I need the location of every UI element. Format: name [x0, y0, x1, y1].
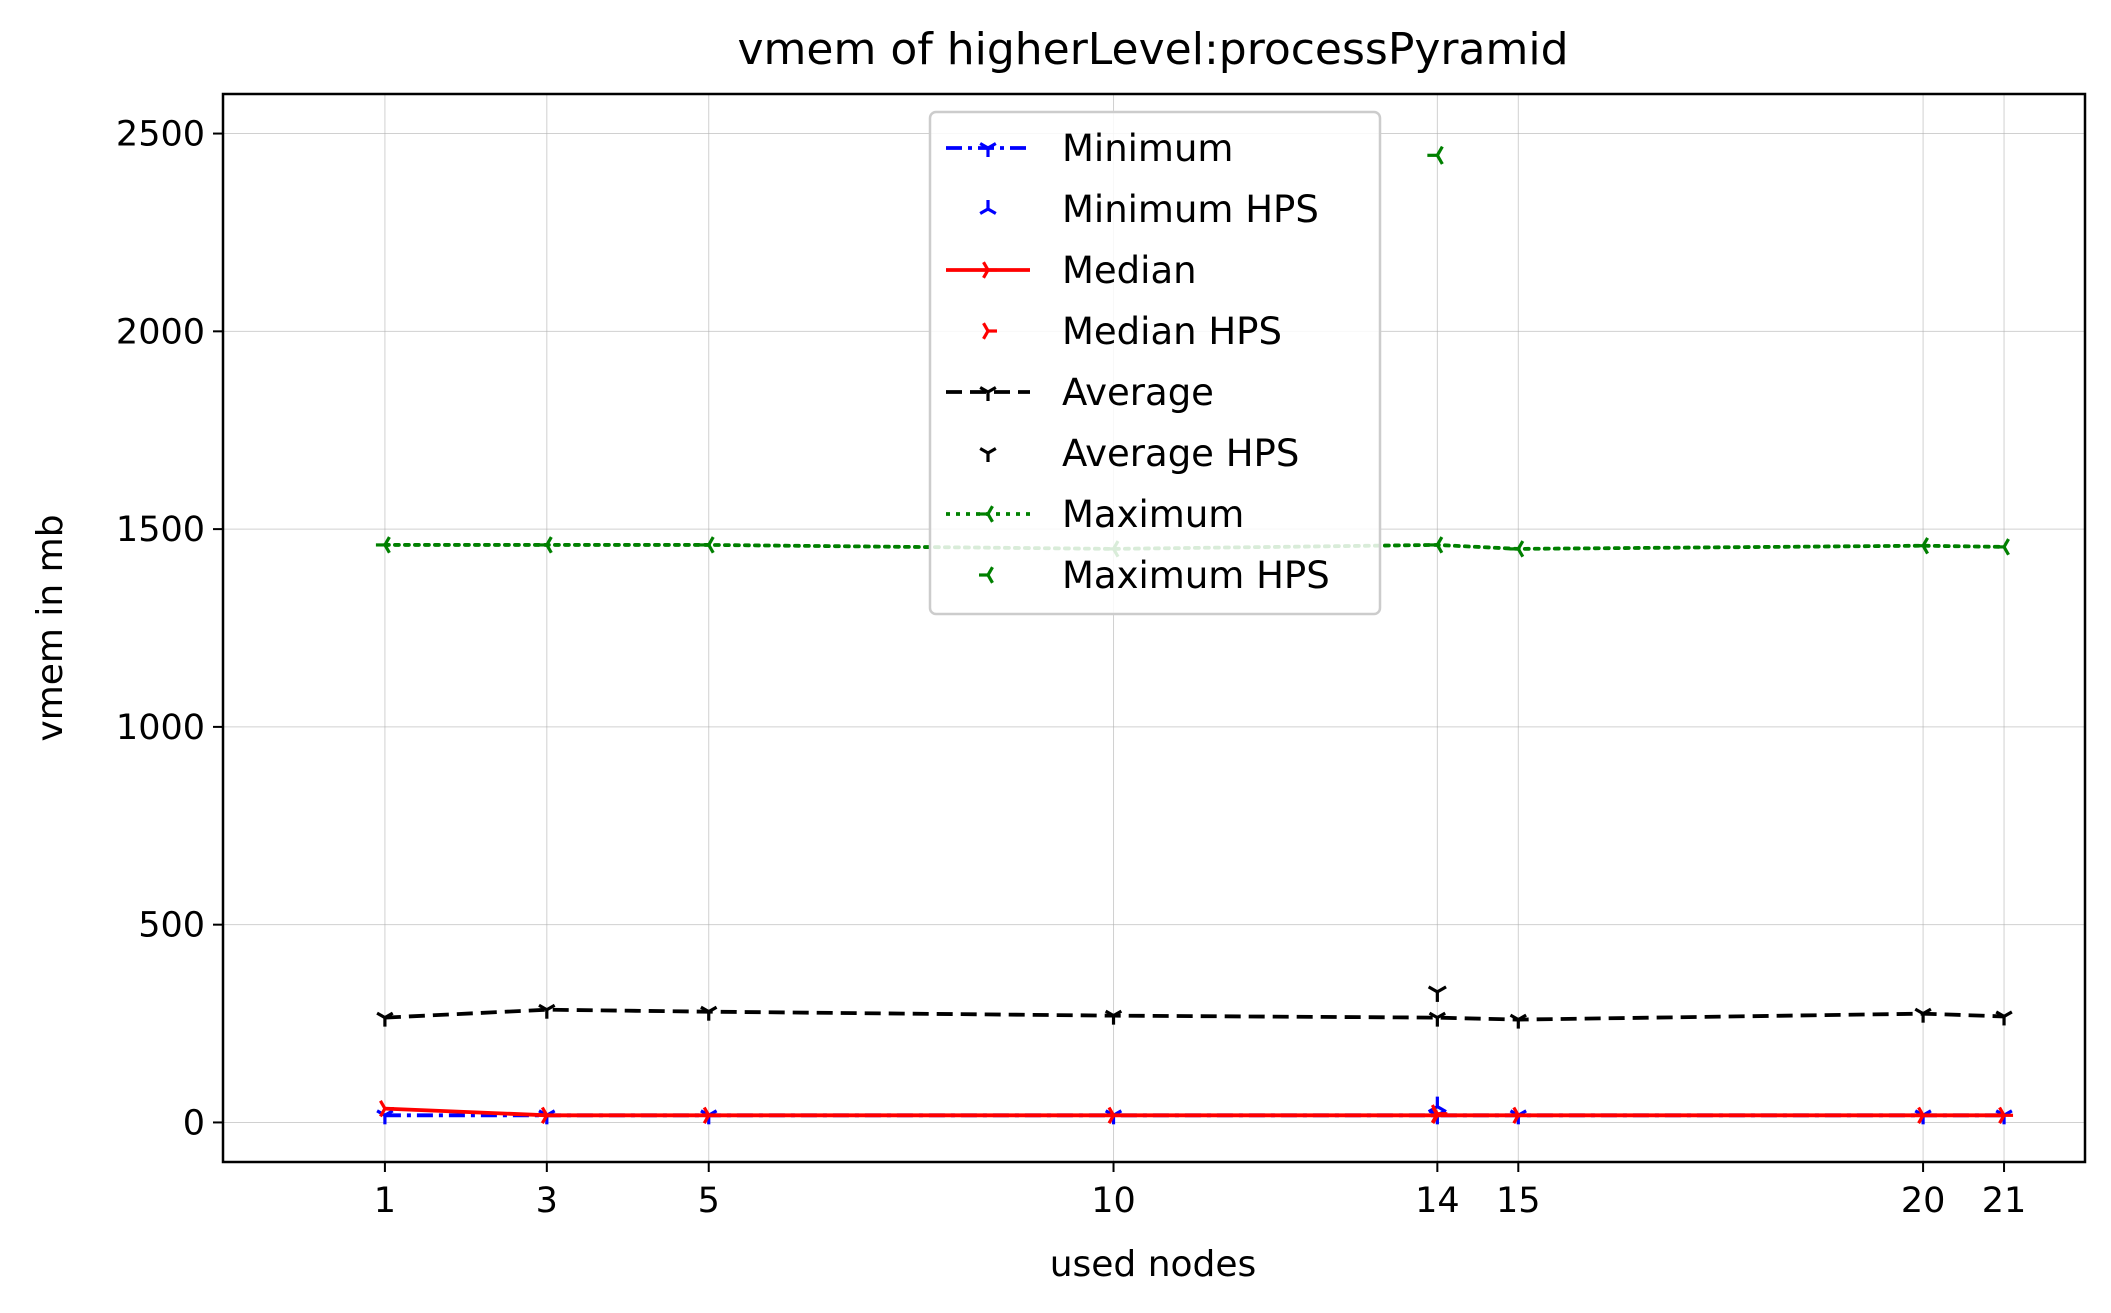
- x-tick-label: 5: [698, 1181, 720, 1221]
- y-tick-label: 1000: [116, 708, 205, 748]
- legend-label-minimum: Minimum: [1062, 127, 1233, 170]
- legend-marker-median-hps: [982, 322, 997, 340]
- series-average-point: [376, 1011, 394, 1027]
- axis-ticks: 1 3 5 10 14 15 20 21 0 500 1000 1500 2000 2500: [116, 115, 2026, 1221]
- legend-marker-minimum: [979, 142, 997, 157]
- series-maximum-point: [699, 536, 715, 554]
- series-median-point: [379, 1099, 394, 1118]
- series-median-point: [1512, 1106, 1528, 1124]
- series-median-hps-point: [1430, 1104, 1448, 1124]
- series-maximum-point: [537, 536, 553, 554]
- legend-label-average: Average: [1062, 371, 1214, 414]
- legend-label-median: Median: [1062, 249, 1197, 292]
- series-maximum-hps-point: [1427, 145, 1444, 165]
- chart-title: vmem of higherLevel:processPyramid: [738, 24, 1569, 75]
- legend-marker-maximum: [979, 505, 994, 523]
- legend-marker-minimum-hps: [979, 200, 997, 215]
- x-axis-label: used nodes: [1050, 1244, 1257, 1285]
- plot-frame: [221, 92, 2087, 1164]
- series-median-line: [384, 1106, 2005, 1118]
- series-average-point: [1428, 1011, 1446, 1027]
- legend-marker-maximum-hps: [979, 566, 994, 584]
- legend-label-minimum-hps: Minimum HPS: [1062, 188, 1319, 231]
- y-tick-label: 1500: [116, 510, 205, 550]
- series-maximum-point: [1509, 540, 1525, 558]
- series-average-point: [538, 1003, 556, 1019]
- legend-label-maximum: Maximum: [1062, 493, 1244, 536]
- y-axis-label: vmem in mb: [30, 514, 71, 741]
- legend-label-maximum-hps: Maximum HPS: [1062, 554, 1330, 597]
- series-average-point: [700, 1005, 718, 1021]
- series-maximum-point: [1995, 538, 2010, 556]
- x-tick-label: 14: [1415, 1181, 1460, 1221]
- legend-marker-average: [979, 386, 997, 401]
- series-average-point: [1914, 1007, 1932, 1023]
- series-median-point: [1917, 1106, 1933, 1124]
- x-tick-label: 1: [374, 1181, 396, 1221]
- x-tick-label: 20: [1901, 1181, 1946, 1221]
- y-tick-label: 2000: [116, 312, 205, 352]
- series-median-point: [1998, 1106, 2014, 1124]
- series-median-point: [702, 1106, 718, 1124]
- series-average-hps-point: [1427, 985, 1447, 1002]
- series-median-point: [1107, 1106, 1123, 1124]
- x-tick-label: 10: [1091, 1181, 1136, 1221]
- series-median-point: [540, 1106, 556, 1124]
- series-maximum-point: [1914, 537, 1929, 555]
- legend-label-median-hps: Median HPS: [1062, 310, 1282, 353]
- x-tick-label: 21: [1982, 1181, 2027, 1221]
- x-tick-label: 15: [1496, 1181, 1541, 1221]
- y-tick-label: 2500: [116, 115, 205, 155]
- series-average-line: [384, 1007, 2005, 1022]
- series-average-point: [1104, 1009, 1123, 1025]
- series-average-point: [1995, 1010, 2013, 1026]
- x-tick-label: 3: [536, 1181, 558, 1221]
- y-tick-label: 500: [138, 906, 205, 946]
- series-maximum-point: [1428, 536, 1444, 554]
- legend-box: [928, 110, 1382, 616]
- legend-label-average-hps: Average HPS: [1062, 432, 1299, 475]
- legend: Minimum Minimum HPS Median Median HPS Averag…: [928, 110, 1382, 616]
- legend-marker-average-hps: [979, 447, 997, 462]
- series-maximum-point: [375, 536, 391, 554]
- y-tick-label: 0: [183, 1103, 205, 1143]
- series-average-point: [1509, 1013, 1527, 1029]
- plot-series: [375, 145, 2014, 1125]
- legend-marker-median: [982, 261, 997, 279]
